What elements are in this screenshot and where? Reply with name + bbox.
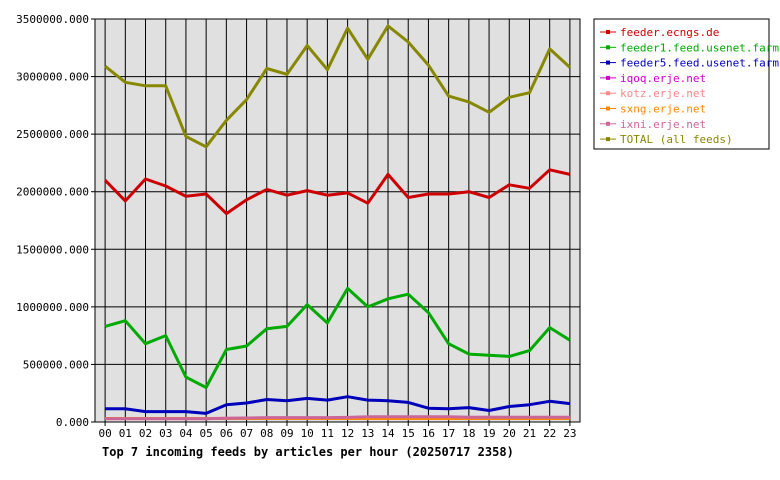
legend: feeder.ecngs.de feeder1.feed.usenet.farm f… — [593, 18, 779, 150]
y-tick-label: 2500000.000 — [16, 128, 89, 141]
legend-label: TOTAL (all feeds) — [620, 133, 733, 146]
y-tick-label: 3500000.000 — [16, 13, 89, 26]
legend-label: feeder.ecngs.de — [620, 26, 719, 39]
x-tick-label: 19 — [482, 427, 495, 440]
legend-marker — [606, 60, 610, 65]
plot-border — [94, 18, 581, 423]
series-line — [105, 395, 571, 415]
x-tick-label: 15 — [402, 427, 415, 440]
legend-marker — [606, 121, 610, 126]
series-line — [104, 286, 571, 389]
y-tick-label: 1500000.000 — [16, 243, 89, 256]
x-tick-label: 13 — [361, 427, 374, 440]
x-tick-label: 18 — [462, 427, 475, 440]
grid-lines — [95, 19, 580, 422]
x-tick-label: 05 — [200, 427, 213, 440]
y-tick-label: 3000000.000 — [16, 71, 89, 84]
y-axis-ticks: 0.000 500000.000 1000000.000 1500000.000 200… — [16, 13, 95, 429]
x-tick-label: 21 — [523, 427, 536, 440]
legend-marker — [606, 106, 610, 111]
x-tick-label: 01 — [119, 427, 132, 440]
legend-marker — [606, 75, 610, 80]
x-tick-label: 03 — [159, 427, 172, 440]
y-tick-label: 0.000 — [56, 416, 89, 429]
x-tick-label: 14 — [381, 427, 395, 440]
plot-background — [94, 18, 581, 423]
legend-marker — [606, 30, 610, 34]
x-tick-label: 09 — [280, 427, 293, 440]
legend-label: sxng.erje.net — [620, 103, 706, 116]
y-tick-label: 500000.000 — [23, 358, 89, 371]
legend-label: feeder5.feed.usenet.farm — [620, 57, 779, 70]
series-lines — [104, 24, 571, 421]
x-tick-label: 10 — [301, 427, 314, 440]
legend-marker — [606, 137, 610, 142]
legend-label: kotz.erje.net — [620, 87, 706, 100]
x-tick-label: 11 — [321, 427, 334, 440]
legend-marker — [606, 45, 610, 50]
chart-title: Top 7 incoming feeds by articles per hou… — [102, 445, 514, 459]
x-tick-label: 04 — [179, 427, 193, 440]
x-tick-label: 22 — [543, 427, 556, 440]
x-tick-label: 16 — [422, 427, 435, 440]
x-tick-label: 00 — [98, 427, 111, 440]
series-line — [105, 415, 570, 421]
x-tick-label: 20 — [503, 427, 516, 440]
legend-label: feeder1.feed.usenet.farm — [620, 41, 779, 54]
legend-box — [593, 18, 770, 150]
x-tick-label: 23 — [563, 427, 576, 440]
series-line — [104, 168, 571, 216]
legend-marker — [606, 91, 610, 96]
x-tick-label: 06 — [220, 427, 233, 440]
x-tick-label: 07 — [240, 427, 253, 440]
x-tick-label: 02 — [139, 427, 152, 440]
y-tick-label: 1000000.000 — [16, 301, 89, 314]
x-tick-label: 12 — [341, 427, 354, 440]
y-tick-label: 2000000.000 — [16, 186, 89, 199]
legend-label: iqoq.erje.net — [620, 72, 706, 85]
series-line — [104, 24, 571, 149]
x-tick-label: 17 — [442, 427, 455, 440]
legend-label: ixni.erje.net — [620, 118, 706, 131]
x-tick-label: 08 — [260, 427, 273, 440]
x-axis-ticks: 00 01 02 03 04 05 06 07 08 09 10 11 12 13 14 15 16 17 18 19… — [98, 422, 577, 440]
